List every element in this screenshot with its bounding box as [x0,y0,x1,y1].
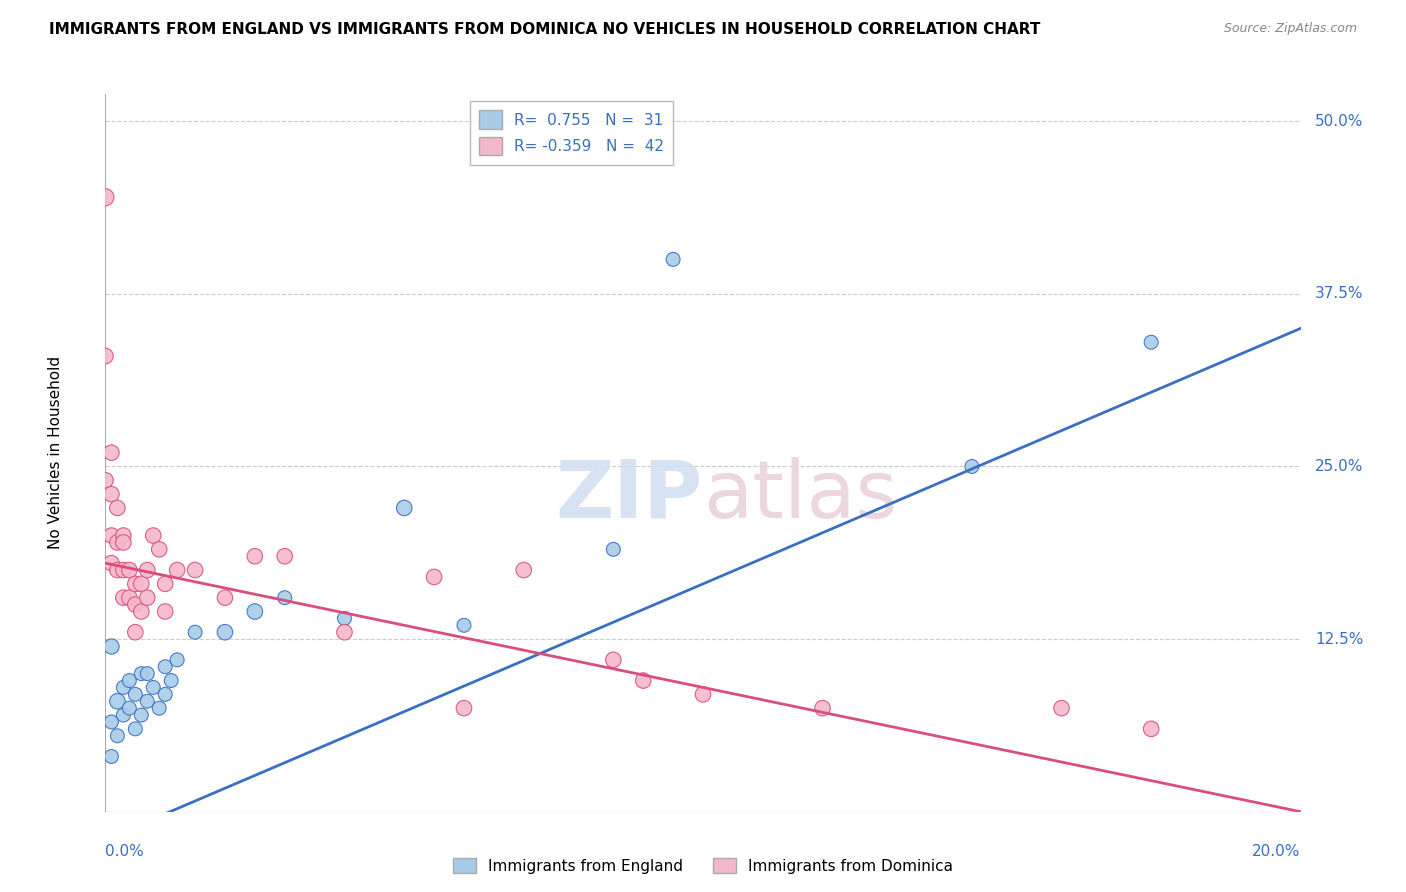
Point [166,563,188,577]
Point [100,714,122,729]
Point [1050,701,1073,715]
Text: atlas: atlas [703,457,897,535]
Point [142,681,165,695]
Point [633,673,655,688]
Point [166,653,188,667]
Point [184,625,207,640]
Point [118,673,141,688]
Point [273,549,295,564]
Point [394,500,416,515]
Point [136,694,159,708]
Point [100,639,122,653]
Point [129,577,153,591]
Point [136,563,159,577]
Point [112,563,135,577]
Legend: Immigrants from England, Immigrants from Dominica: Immigrants from England, Immigrants from… [447,852,959,880]
Point [333,625,356,640]
Text: 25.0%: 25.0% [1315,459,1364,474]
Text: ZIP: ZIP [555,457,703,535]
Point [100,749,122,764]
Text: 12.5%: 12.5% [1315,632,1364,647]
Point [155,605,177,619]
Point [118,563,141,577]
Point [160,673,183,688]
Point [129,708,153,723]
Point [142,528,165,542]
Text: 50.0%: 50.0% [1315,114,1364,128]
Point [94,473,117,487]
Point [112,591,135,605]
Point [155,659,177,673]
Text: 0.0%: 0.0% [105,844,145,859]
Point [129,666,153,681]
Point [453,701,475,715]
Point [960,459,983,474]
Point [148,542,170,557]
Point [100,446,122,460]
Point [112,681,135,695]
Point [148,701,170,715]
Point [423,570,446,584]
Point [112,708,135,723]
Point [100,487,122,501]
Point [811,701,834,715]
Point [124,598,146,612]
Text: 20.0%: 20.0% [1253,844,1301,859]
Point [124,687,146,701]
Text: 37.5%: 37.5% [1315,286,1364,301]
Point [155,687,177,701]
Point [1140,722,1163,736]
Legend: R=  0.755   N =  31, R= -0.359   N =  42: R= 0.755 N = 31, R= -0.359 N = 42 [470,102,673,164]
Point [136,591,159,605]
Point [662,252,685,267]
Point [107,535,129,549]
Point [112,535,135,549]
Point [118,591,141,605]
Point [136,666,159,681]
Point [107,694,129,708]
Point [94,190,117,204]
Point [100,528,122,542]
Point [112,528,135,542]
Point [214,625,236,640]
Text: IMMIGRANTS FROM ENGLAND VS IMMIGRANTS FROM DOMINICA NO VEHICLES IN HOUSEHOLD COR: IMMIGRANTS FROM ENGLAND VS IMMIGRANTS FR… [49,22,1040,37]
Point [513,563,536,577]
Point [124,577,146,591]
Point [692,687,714,701]
Text: Source: ZipAtlas.com: Source: ZipAtlas.com [1223,22,1357,36]
Point [333,611,356,625]
Point [243,605,266,619]
Point [107,500,129,515]
Point [155,577,177,591]
Point [214,591,236,605]
Point [107,563,129,577]
Point [124,722,146,736]
Point [124,625,146,640]
Point [453,618,475,632]
Point [602,653,624,667]
Point [129,605,153,619]
Point [107,729,129,743]
Point [184,563,207,577]
Point [118,701,141,715]
Point [1140,335,1163,350]
Point [273,591,295,605]
Point [602,542,624,557]
Point [243,549,266,564]
Text: No Vehicles in Household: No Vehicles in Household [48,356,63,549]
Point [100,556,122,570]
Point [94,349,117,363]
